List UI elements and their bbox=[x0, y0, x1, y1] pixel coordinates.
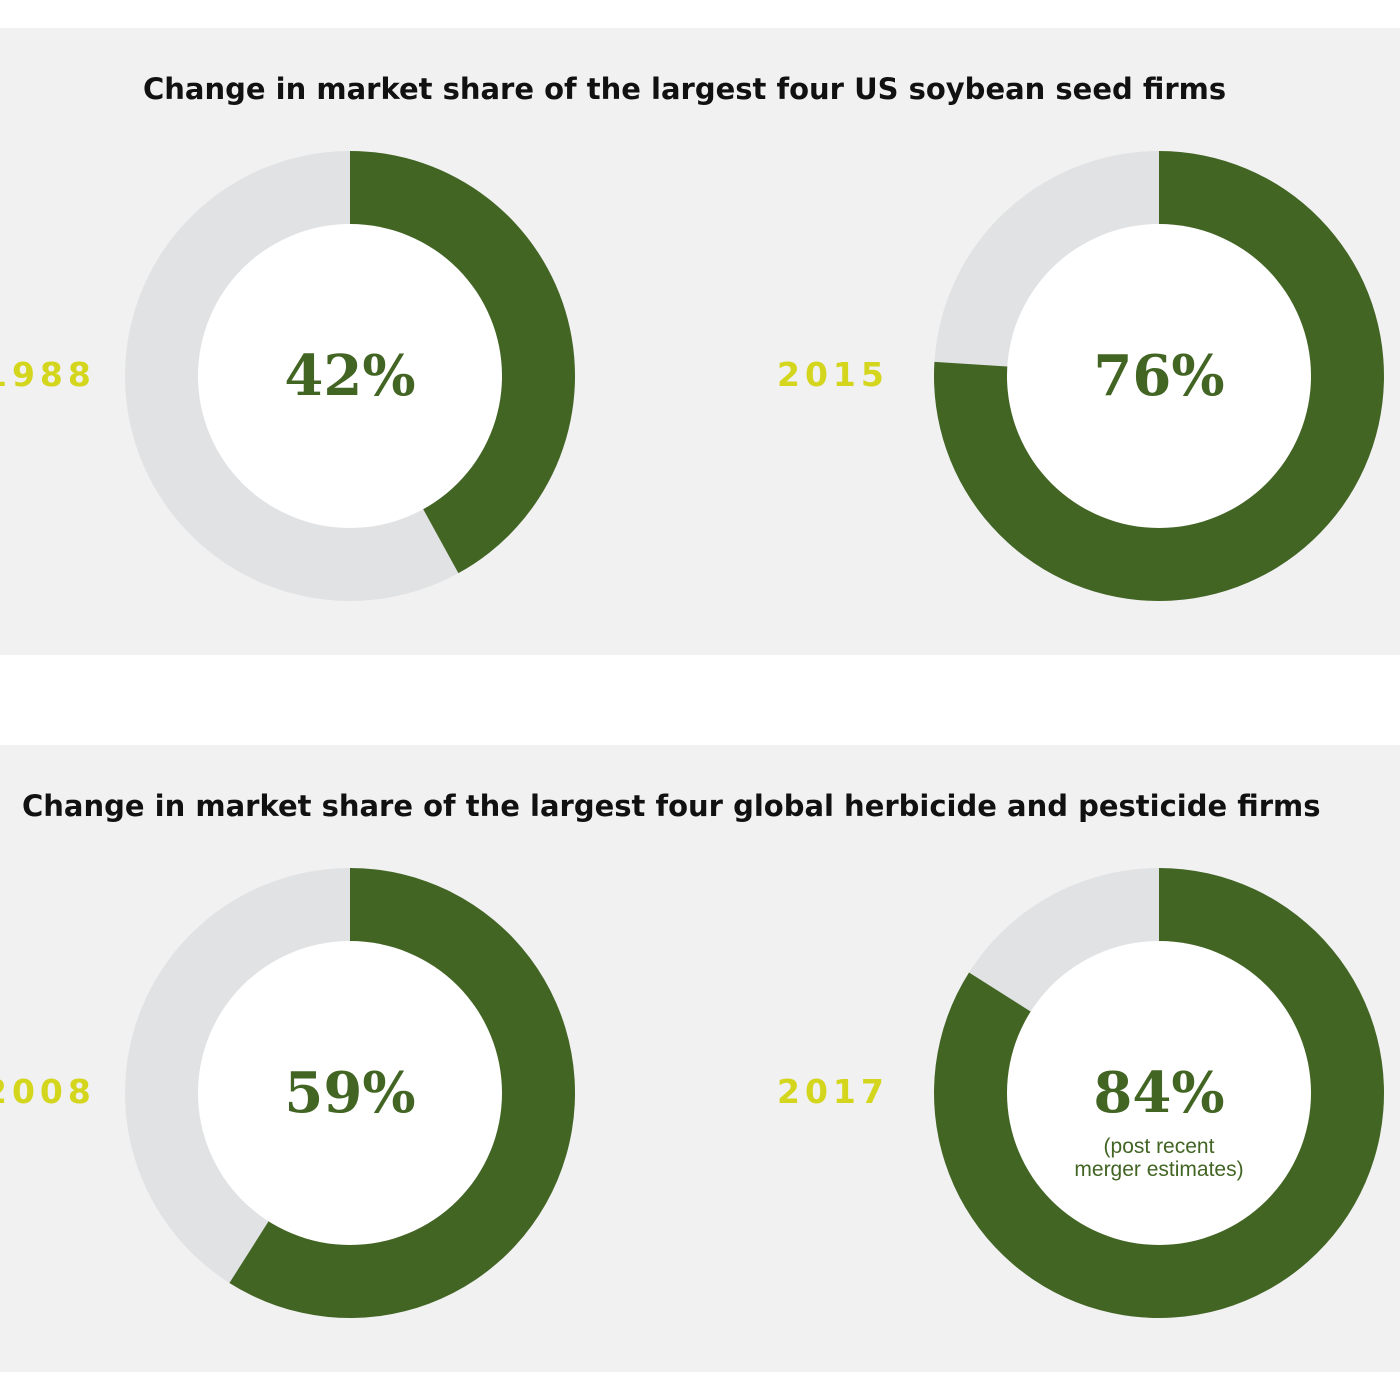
soybean-donut-chart bbox=[125, 151, 1384, 601]
donut-year-label-2015: 2015 bbox=[777, 355, 889, 394]
herbicide-chart-title: Change in market share of the largest fo… bbox=[22, 789, 1321, 823]
soybean-chart-title: Change in market share of the largest fo… bbox=[143, 72, 1227, 106]
donut-center-1988 bbox=[198, 224, 502, 528]
donut-value-76: 76% bbox=[1093, 343, 1225, 409]
donut-year-label-1988: 1988 bbox=[0, 355, 96, 394]
donut-note-2017: (post recent merger estimates) bbox=[1074, 1135, 1244, 1181]
donut-value-42: 42% bbox=[284, 343, 416, 409]
herbicide-donut-chart bbox=[125, 868, 1385, 1318]
donut-year-label-2017: 2017 bbox=[777, 1072, 889, 1111]
herbicide-panel: Change in market share of the largest fo… bbox=[0, 745, 1400, 1372]
donut-value-84: 84% bbox=[1093, 1060, 1225, 1126]
donut-center-2017 bbox=[1007, 941, 1311, 1245]
donut-center-2008 bbox=[198, 941, 502, 1245]
donut-center-2015 bbox=[1007, 224, 1311, 528]
soybean-panel: Change in market share of the largest fo… bbox=[0, 28, 1400, 655]
donut-year-label-2008: 2008 bbox=[0, 1072, 96, 1111]
donut-value-59: 59% bbox=[284, 1060, 416, 1126]
